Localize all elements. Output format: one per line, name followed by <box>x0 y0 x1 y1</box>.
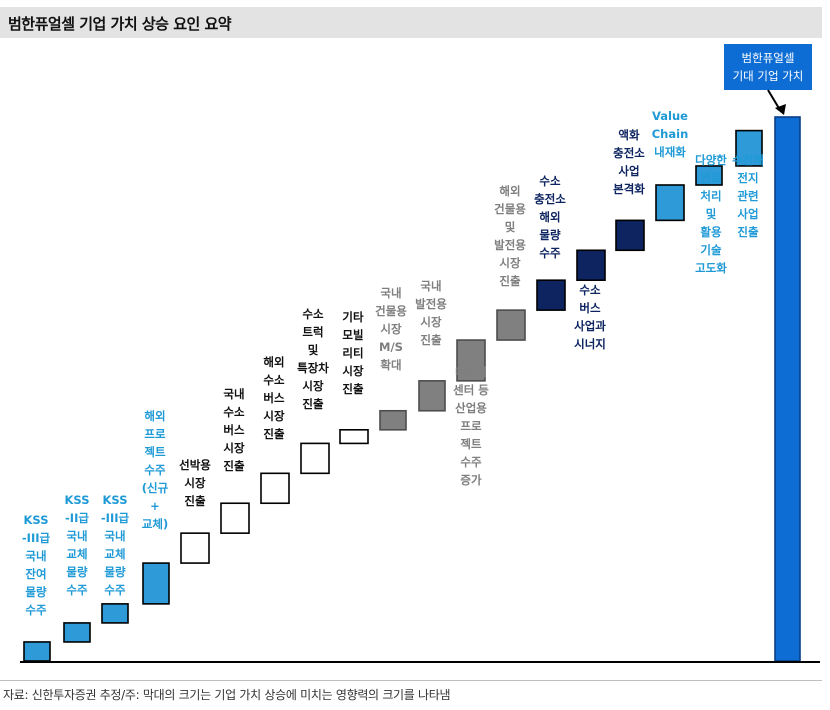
bar-label: 액화 충전소 사업 본격화 <box>613 128 645 196</box>
bar-label: KSS -III급 국내 잔여 물량 수주 <box>22 513 51 617</box>
waterfall-bar <box>536 279 566 311</box>
waterfall-bar <box>220 502 250 534</box>
bar-label: 국내 발전용 시장 진출 <box>415 279 447 347</box>
waterfall-bar <box>260 472 290 505</box>
bar-label: KSS -III급 국내 교체 물량 수주 <box>101 493 130 597</box>
bar-label: 수전해 전지 관련 사업 진출 <box>732 153 764 239</box>
waterfall-bar <box>379 409 407 431</box>
source-note: 자료: 신한투자증권 추정/주: 막대의 크기는 기업 가치 상승에 미치는 영… <box>3 688 451 702</box>
waterfall-bar <box>180 532 210 564</box>
waterfall-bar <box>496 309 526 341</box>
title-bar: 범한퓨얼셀 기업 가치 상승 요인 요약 <box>0 7 822 38</box>
bar-label: 데이터 센터 등 산업용 프로 젝트 수주 증가 <box>453 365 489 487</box>
bar-label: 다양한 연료 처리 및 활용 기술 고도화 <box>695 153 727 275</box>
waterfall-bar <box>142 562 170 605</box>
waterfall-bar <box>101 603 129 624</box>
waterfall-bar <box>695 165 723 186</box>
waterfall-bar <box>23 641 51 662</box>
bar-label: 해외 프로 젝트 수주 (신규 + 교체) <box>142 409 169 531</box>
bar-label: 수소 충전소 해외 물량 수주 <box>534 174 566 260</box>
bar-label: 해외 건물용 및 발전용 시장 진출 <box>494 184 526 288</box>
waterfall-bar <box>300 442 330 475</box>
waterfall-bar <box>456 339 486 382</box>
total-label: 기대 기업 가치 <box>733 69 804 83</box>
total-bar <box>774 116 801 662</box>
bar-label: Value Chain 내재화 <box>652 109 689 159</box>
total-callout-box <box>724 44 812 90</box>
waterfall-chart: KSS -III급 국내 잔여 물량 수주 KSS -II급 국내 교체 물량 수주 KSS -III급 국… <box>20 44 820 663</box>
bar-label: 선박용 시장 진출 <box>179 458 211 508</box>
waterfall-bar <box>339 428 369 445</box>
bar-label: 수소 트럭 및 특장차 시장 진출 <box>297 307 329 411</box>
waterfall-bar <box>576 249 606 281</box>
bar-label: 수소 버스 사업과 시너지 <box>574 283 606 351</box>
page-title: 범한퓨얼셀 기업 가치 상승 요인 요약 <box>8 15 232 33</box>
callout-arrowhead <box>775 104 786 115</box>
bar-label: 국내 수소 버스 시장 진출 <box>223 387 245 473</box>
footer-divider <box>0 680 822 681</box>
callout-arrow <box>767 89 781 111</box>
waterfall-bar <box>63 622 91 643</box>
bar-label: 국내 건물용 시장 M/S 확대 <box>375 286 407 372</box>
bar-label: 해외 수소 버스 시장 진출 <box>263 355 285 441</box>
bar-label: KSS -II급 국내 교체 물량 수주 <box>65 493 90 597</box>
waterfall-bar <box>735 129 763 167</box>
total-label: 범한퓨얼셀 <box>742 51 795 65</box>
waterfall-bar <box>418 380 446 412</box>
waterfall-bar <box>655 184 685 222</box>
bar-label: 기타 모빌 리티 시장 진출 <box>342 310 364 396</box>
waterfall-bar <box>615 219 645 252</box>
